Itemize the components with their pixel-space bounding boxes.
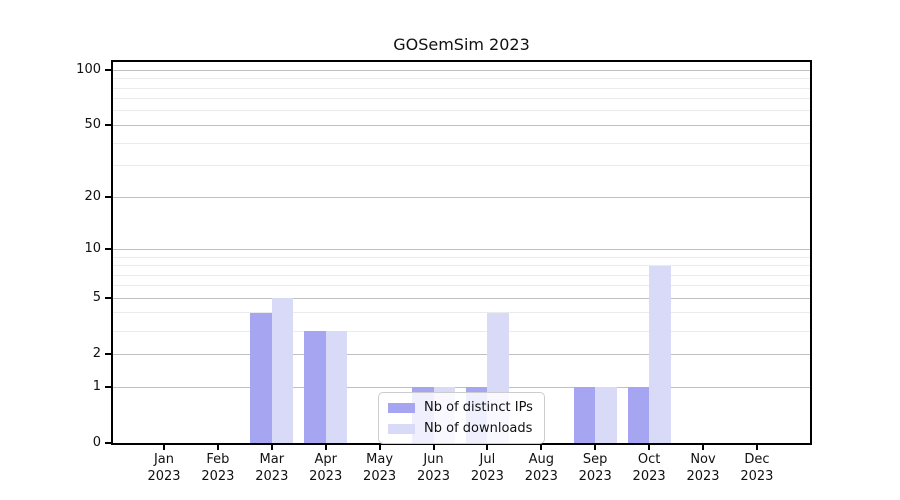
y-tick [105, 196, 111, 199]
bar-downloads [271, 298, 294, 443]
gridline [113, 265, 810, 266]
gridline [113, 330, 810, 332]
x-tick-label: May 2023 [363, 452, 397, 484]
bar-distinct-ips [573, 387, 596, 443]
x-tick [216, 445, 219, 450]
plot-area: Nb of distinct IPs Nb of downloads [111, 60, 812, 445]
y-tick-label: 5 [92, 290, 101, 306]
legend-item-downloads: Nb of downloads [388, 421, 533, 436]
y-tick [105, 386, 111, 388]
x-tick [648, 445, 651, 450]
legend: Nb of distinct IPs Nb of downloads [378, 392, 545, 444]
y-tick-label: 2 [92, 346, 101, 362]
gridline [113, 78, 810, 80]
x-tick-label: Sep 2023 [578, 452, 612, 484]
legend-swatch-downloads [388, 423, 415, 434]
chart-title: GOSemSim 2023 [393, 35, 530, 54]
gridline [113, 274, 810, 276]
legend-label-distinct-ips: Nb of distinct IPs [424, 400, 533, 415]
y-tick [105, 297, 111, 300]
gridline [113, 124, 810, 126]
y-tick [105, 353, 111, 356]
bar-distinct-ips [250, 312, 272, 443]
x-tick-label: Dec 2023 [740, 452, 774, 484]
x-tick-label: Feb 2023 [201, 452, 235, 484]
gridline [113, 87, 810, 89]
gridline [113, 312, 810, 314]
bar-distinct-ips [304, 331, 326, 443]
gridline [113, 256, 810, 258]
x-tick [594, 445, 597, 450]
gridline [113, 142, 810, 144]
y-tick-label: 1 [92, 379, 101, 394]
x-tick-label: Jul 2023 [470, 452, 504, 484]
y-tick-label: 100 [76, 62, 101, 78]
gridline [113, 248, 810, 250]
gridline [113, 386, 810, 388]
y-tick-label: 0 [92, 435, 101, 450]
bar-downloads [325, 331, 348, 443]
bars-layer [113, 62, 810, 443]
gridline [113, 98, 810, 100]
legend-label-downloads: Nb of downloads [424, 421, 533, 436]
legend-swatch-distinct-ips [388, 402, 415, 413]
gridline [113, 297, 810, 299]
bar-distinct-ips [627, 387, 650, 443]
gridline [113, 69, 810, 71]
x-tick-label: Oct 2023 [632, 452, 666, 484]
x-tick [755, 445, 758, 450]
x-tick [486, 445, 489, 450]
x-tick-label: Jun 2023 [416, 452, 451, 484]
y-tick [105, 442, 111, 444]
x-tick [270, 445, 273, 450]
gridlines-layer [113, 62, 810, 443]
x-tick [378, 445, 381, 450]
y-tick [105, 69, 111, 72]
y-tick [105, 248, 111, 251]
x-tick-label: Aug 2023 [524, 452, 558, 484]
legend-item-distinct-ips: Nb of distinct IPs [388, 400, 533, 415]
x-tick-label: Nov 2023 [686, 452, 720, 484]
y-tick-label: 10 [84, 241, 101, 257]
x-tick-label: Jan 2023 [147, 452, 181, 484]
x-tick-label: Apr 2023 [309, 452, 343, 484]
y-tick-label: 50 [84, 117, 101, 133]
gridline [113, 353, 810, 355]
y-tick [105, 124, 111, 127]
x-tick [702, 445, 704, 450]
x-tick [432, 445, 435, 450]
bar-downloads [649, 265, 671, 443]
bar-downloads [595, 387, 617, 443]
x-tick-label: Mar 2023 [255, 452, 289, 484]
x-tick [324, 445, 327, 450]
gridline [113, 165, 810, 167]
x-tick [163, 445, 165, 450]
gridline [113, 110, 810, 112]
gridline [113, 196, 810, 198]
gridline [113, 285, 810, 287]
x-tick [540, 445, 543, 450]
y-tick-label: 20 [84, 189, 101, 205]
